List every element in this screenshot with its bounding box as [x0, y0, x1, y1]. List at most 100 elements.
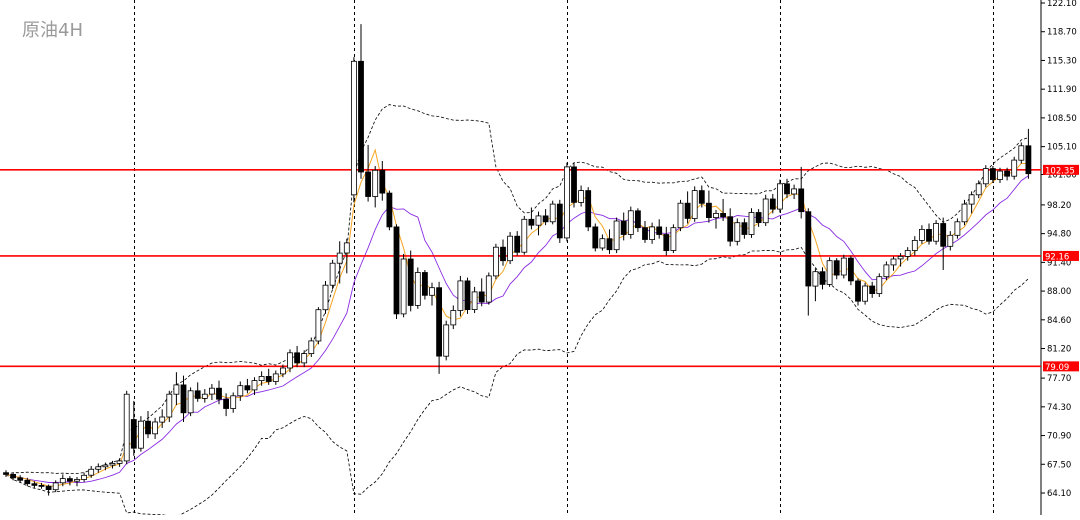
- bollinger-lower-band: [5, 246, 1029, 518]
- candle-body-38: [272, 373, 279, 382]
- candle-body-81: [578, 190, 584, 203]
- candle-body-66: [471, 291, 478, 310]
- candle-body-84: [599, 238, 606, 249]
- candle-body-88: [627, 210, 634, 235]
- candle-body-95: [677, 202, 684, 229]
- candle-body-39: [279, 367, 286, 375]
- candle-body-73: [521, 218, 528, 253]
- candle-body-82: [585, 190, 592, 228]
- candle-body-143: [1018, 145, 1025, 161]
- candle-body-107: [762, 198, 769, 224]
- level-label-0: 102.35: [1045, 166, 1075, 176]
- candle-body-101: [720, 212, 726, 218]
- candle-body-142: [1011, 159, 1018, 177]
- candle-body-37: [265, 375, 272, 382]
- candle-body-55: [393, 226, 400, 315]
- candle-body-15: [109, 462, 116, 466]
- candle-body-34: [244, 385, 251, 391]
- candle-body-31: [223, 398, 230, 409]
- candle-body-67: [478, 291, 485, 303]
- candle-body-21: [152, 421, 159, 435]
- candle-body-69: [492, 246, 499, 277]
- candle-body-35: [251, 380, 258, 391]
- candle-body-121: [862, 285, 868, 302]
- level-label-1: 92.16: [1045, 252, 1069, 262]
- candle-body-32: [230, 395, 237, 409]
- level-tag-0: [1043, 164, 1079, 175]
- candle-body-36: [258, 375, 265, 381]
- candle-body-128: [911, 239, 918, 251]
- candle-body-70: [500, 246, 506, 262]
- candle-body-94: [670, 227, 677, 251]
- candle-body-63: [450, 310, 457, 326]
- candle-body-106: [755, 212, 762, 224]
- candle-body-4: [31, 483, 38, 486]
- candle-body-51: [365, 171, 372, 197]
- candle-body-72: [514, 235, 521, 253]
- y-tick-label-0: 122.10: [1047, 0, 1077, 9]
- y-tick-label-6: 101.80: [1047, 171, 1077, 181]
- y-tick-label-4: 108.50: [1047, 114, 1077, 124]
- candle-body-62: [443, 324, 450, 357]
- candle-body-61: [436, 287, 443, 357]
- candle-body-53: [379, 169, 386, 194]
- candle-body-54: [386, 192, 393, 228]
- y-tick-label-14: 74.30: [1047, 403, 1071, 413]
- candle-body-6: [45, 485, 52, 491]
- candle-body-65: [464, 280, 471, 310]
- candle-body-122: [869, 285, 876, 294]
- candle-body-120: [855, 280, 861, 302]
- y-tick-label-8: 94.80: [1047, 230, 1071, 240]
- y-tick-label-5: 105.10: [1047, 143, 1077, 153]
- candle-body-42: [301, 353, 308, 364]
- candle-body-57: [407, 258, 414, 306]
- candle-body-114: [812, 271, 819, 287]
- candle-body-92: [656, 226, 663, 235]
- y-tick-label-17: 64.10: [1047, 489, 1071, 499]
- candle-body-97: [691, 190, 698, 219]
- candle-body-18: [130, 419, 137, 449]
- candle-body-134: [954, 221, 961, 236]
- candle-body-80: [571, 166, 577, 203]
- candle-body-91: [649, 226, 655, 240]
- candle-body-99: [706, 202, 712, 218]
- candle-body-109: [777, 183, 783, 210]
- chart-title: 原油4H: [22, 20, 83, 41]
- candle-body-105: [748, 212, 755, 235]
- candle-body-29: [208, 387, 215, 395]
- ma-slow-line: [5, 175, 1029, 483]
- candle-body-83: [592, 226, 599, 249]
- candle-body-0: [3, 472, 9, 475]
- candle-body-137: [975, 183, 982, 196]
- candle-body-13: [95, 466, 102, 470]
- candle-body-59: [421, 272, 428, 296]
- y-tick-label-10: 88.00: [1047, 287, 1071, 297]
- candle-body-79: [564, 166, 570, 239]
- candle-body-2: [17, 477, 24, 481]
- candle-body-58: [414, 272, 421, 306]
- candle-body-68: [485, 275, 492, 303]
- candle-body-125: [890, 258, 897, 266]
- candle-body-119: [848, 257, 854, 282]
- candle-body-108: [769, 198, 776, 210]
- candle-body-14: [102, 464, 109, 468]
- candle-body-126: [897, 255, 904, 260]
- candle-body-50: [358, 60, 364, 173]
- candle-body-12: [88, 468, 95, 476]
- candle-body-26: [187, 390, 194, 414]
- candle-body-1: [10, 473, 17, 479]
- y-tick-label-13: 77.70: [1047, 374, 1071, 384]
- candle-body-124: [883, 264, 890, 278]
- candle-body-3: [24, 479, 31, 485]
- candle-body-48: [343, 242, 350, 254]
- candle-body-77: [549, 203, 556, 223]
- candle-body-87: [620, 220, 627, 235]
- candle-body-25: [180, 384, 187, 414]
- candle-body-136: [968, 194, 975, 205]
- candle-body-90: [642, 227, 648, 240]
- candle-body-127: [904, 250, 911, 257]
- candle-body-5: [38, 484, 45, 487]
- candle-body-135: [961, 203, 968, 223]
- candle-body-30: [216, 387, 222, 400]
- y-tick-label-11: 84.60: [1047, 316, 1071, 326]
